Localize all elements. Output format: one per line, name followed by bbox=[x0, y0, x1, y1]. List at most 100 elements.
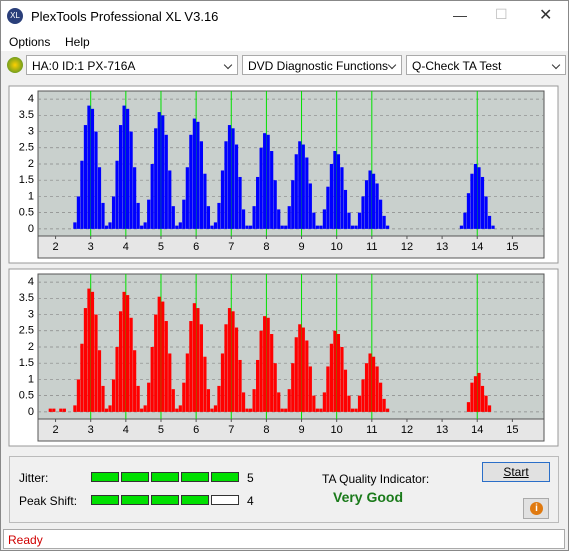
minimize-button[interactable]: — bbox=[453, 7, 467, 23]
bar bbox=[154, 314, 158, 412]
bar bbox=[231, 128, 235, 229]
close-button[interactable]: ✕ bbox=[539, 7, 553, 24]
bar bbox=[386, 408, 390, 412]
jitter-label: Jitter: bbox=[19, 471, 49, 485]
bar bbox=[234, 144, 239, 229]
bar bbox=[484, 196, 488, 229]
bar bbox=[97, 350, 102, 412]
bar bbox=[312, 212, 316, 229]
bar bbox=[157, 296, 161, 412]
menu-item[interactable]: Help bbox=[65, 35, 90, 49]
bar bbox=[80, 343, 84, 412]
meter-segment bbox=[181, 495, 209, 505]
bar bbox=[305, 157, 309, 229]
bar bbox=[336, 334, 341, 412]
x-tick-label: 13 bbox=[436, 241, 448, 253]
bar bbox=[487, 405, 492, 412]
bar bbox=[459, 225, 464, 229]
x-tick-label: 6 bbox=[193, 241, 199, 253]
x-tick-label: 12 bbox=[401, 424, 413, 436]
function-select[interactable]: DVD Diagnostic Functions bbox=[242, 55, 402, 75]
menu-item[interactable]: Options bbox=[9, 35, 51, 49]
bar bbox=[220, 353, 225, 412]
bar bbox=[319, 225, 323, 229]
bar bbox=[364, 363, 369, 412]
bar bbox=[350, 225, 355, 229]
bar bbox=[354, 225, 358, 229]
quality-label: TA Quality Indicator: bbox=[322, 472, 430, 486]
drive-icon bbox=[7, 57, 23, 73]
start-button[interactable]: Start bbox=[482, 462, 550, 482]
peak-shift-value: 4 bbox=[247, 494, 254, 508]
x-tick-label: 10 bbox=[331, 424, 343, 436]
bar bbox=[375, 183, 379, 229]
bar bbox=[238, 359, 242, 412]
bar bbox=[210, 225, 214, 229]
bar bbox=[347, 395, 351, 412]
bar bbox=[133, 167, 137, 229]
bar bbox=[354, 408, 358, 412]
bar bbox=[189, 321, 193, 412]
bar bbox=[315, 408, 319, 412]
meter-segment bbox=[211, 495, 239, 505]
maximize-button[interactable]: ☐ bbox=[495, 6, 508, 22]
bar bbox=[136, 202, 140, 229]
bar bbox=[263, 133, 267, 229]
bar bbox=[248, 408, 253, 412]
meter-segment bbox=[91, 472, 119, 482]
x-tick-label: 15 bbox=[506, 424, 518, 436]
y-tick-label: 0 bbox=[28, 223, 34, 235]
bar bbox=[371, 356, 376, 412]
y-tick-label: 1 bbox=[28, 373, 34, 385]
bar bbox=[473, 376, 478, 412]
bar bbox=[168, 170, 172, 229]
bar bbox=[312, 395, 316, 412]
menu-bar: Options Help bbox=[1, 31, 568, 51]
bar bbox=[343, 189, 348, 229]
bar bbox=[298, 324, 302, 412]
y-tick-label: 3.5 bbox=[19, 292, 34, 304]
bar bbox=[480, 176, 485, 229]
bar bbox=[322, 209, 326, 229]
bar bbox=[333, 330, 337, 412]
bar bbox=[87, 105, 91, 229]
drive-select[interactable]: HA:0 ID:1 PX-716A bbox=[26, 55, 238, 75]
bar bbox=[101, 202, 105, 229]
bar bbox=[118, 311, 123, 412]
bar bbox=[189, 134, 193, 229]
bar bbox=[315, 225, 319, 229]
bar bbox=[126, 108, 130, 229]
bar bbox=[154, 128, 158, 229]
info-button[interactable]: i bbox=[523, 498, 549, 519]
bar bbox=[213, 405, 218, 412]
bar bbox=[129, 131, 133, 229]
bar bbox=[182, 199, 186, 229]
x-axis-strip bbox=[37, 418, 545, 442]
bar bbox=[368, 170, 372, 229]
jitter-value: 5 bbox=[247, 471, 254, 485]
x-tick-label: 2 bbox=[53, 424, 59, 436]
bar bbox=[480, 385, 485, 412]
bar bbox=[129, 317, 133, 412]
y-tick-label: 3 bbox=[28, 308, 34, 320]
bar bbox=[343, 369, 348, 412]
bar bbox=[104, 408, 109, 412]
y-tick-label: 2 bbox=[28, 158, 34, 170]
bar bbox=[379, 199, 383, 229]
bar bbox=[143, 405, 147, 412]
bar bbox=[227, 308, 232, 412]
x-tick-label: 5 bbox=[158, 424, 164, 436]
bar bbox=[178, 222, 182, 229]
bar bbox=[80, 160, 84, 229]
bar bbox=[182, 382, 186, 412]
bar bbox=[238, 176, 242, 229]
bar bbox=[126, 295, 130, 412]
bar bbox=[361, 196, 365, 229]
bar bbox=[386, 225, 390, 229]
bar bbox=[94, 131, 98, 229]
bar bbox=[326, 186, 330, 229]
x-tick-label: 8 bbox=[263, 241, 269, 253]
bar bbox=[227, 125, 232, 229]
test-select[interactable]: Q-Check TA Test bbox=[406, 55, 566, 75]
bar bbox=[150, 346, 154, 412]
